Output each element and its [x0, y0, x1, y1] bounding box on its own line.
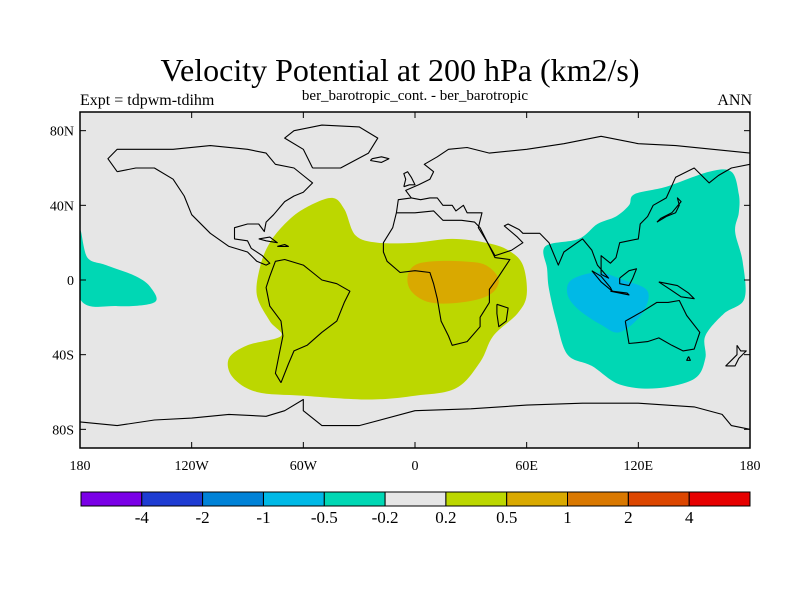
contour-region-negative-0.2-0.5-west — [80, 230, 157, 307]
coastline-segment — [395, 135, 750, 213]
contour-fills — [80, 169, 746, 400]
experiment-label: Expt = tdpwm-tdihm — [80, 92, 215, 109]
coastline-segment — [265, 258, 351, 383]
x-tick-label: 60W — [290, 459, 318, 474]
colorbar-swatch — [384, 491, 447, 507]
coastline-segment — [277, 243, 289, 247]
x-tick-label: 180 — [70, 459, 91, 474]
colorbar-label: 0.5 — [496, 508, 517, 527]
y-tick-label: 80S — [52, 423, 74, 438]
colorbar-label: 1 — [563, 508, 572, 527]
colorbar-label: -0.5 — [311, 508, 338, 527]
coastline-segment — [624, 299, 701, 352]
x-tick-label: 120E — [624, 459, 654, 474]
colorbar-label: 4 — [685, 508, 694, 527]
colorbar-swatch — [688, 491, 751, 507]
map-subtitle: ber_barotropic_cont. - ber_barotropic — [301, 88, 529, 104]
contour-region-negative-0.2-0.5-east — [543, 169, 746, 389]
coastline-segment — [496, 303, 509, 328]
x-tick-label: 60E — [515, 459, 538, 474]
colorbar-swatch — [80, 491, 143, 507]
colorbar-swatch — [263, 491, 325, 507]
y-tick-label: 40N — [50, 199, 74, 214]
colorbar-label: -1 — [256, 508, 270, 527]
season-label: ANN — [717, 92, 752, 109]
coastline-segment — [725, 344, 747, 367]
axis-ticks: 180 120W 60W 0 60E 120E 180 80N 40N 0 40S 80S — [50, 112, 761, 474]
colorbar-swatch — [445, 491, 508, 507]
colorbar-swatch — [567, 491, 629, 507]
y-tick-label: 40S — [52, 349, 74, 364]
x-tick-label: 0 — [412, 459, 419, 474]
coastline-segment — [686, 356, 691, 361]
coastline-segment — [619, 268, 638, 287]
colorbar-swatch — [627, 491, 690, 507]
x-tick-label: 180 — [740, 459, 761, 474]
colorbar-swatch — [323, 491, 386, 507]
coastline-segment — [107, 145, 314, 266]
colorbar-label: 0.2 — [435, 508, 456, 527]
coastline-segment — [591, 270, 613, 292]
colorbar: -4 -2 -1 -0.5 -0.2 0.2 0.5 1 2 4 — [80, 491, 751, 527]
coastline-segment — [403, 171, 416, 188]
coastline-segment — [656, 197, 682, 223]
coastline-segment — [610, 290, 630, 296]
colorbar-swatch — [506, 491, 569, 507]
y-tick-label: 80N — [50, 125, 74, 140]
colorbar-label: 2 — [624, 508, 633, 527]
colorbar-swatch — [202, 491, 264, 507]
colorbar-label: -2 — [196, 508, 210, 527]
colorbar-label: -0.2 — [372, 508, 399, 527]
y-tick-label: 0 — [67, 274, 74, 289]
x-tick-label: 120W — [175, 459, 210, 474]
coastline-segment — [382, 210, 511, 346]
colorbar-label: -4 — [135, 508, 150, 527]
coastline-segment — [369, 156, 390, 163]
coastlines — [80, 124, 750, 430]
map-title: Velocity Potential at 200 hPa (km2/s) — [160, 52, 640, 88]
contour-region-negative-0.5-1 — [566, 272, 649, 333]
contour-region-positive-0.2-0.5 — [227, 197, 527, 400]
coastline-segment — [411, 163, 750, 279]
contour-region-positive-0.5-1 — [407, 260, 499, 304]
coastline-segment — [658, 281, 695, 300]
coastline-segment — [284, 124, 379, 169]
coastline-segment — [80, 398, 750, 430]
colorbar-swatch — [141, 491, 204, 507]
coastline-segment — [258, 236, 278, 244]
